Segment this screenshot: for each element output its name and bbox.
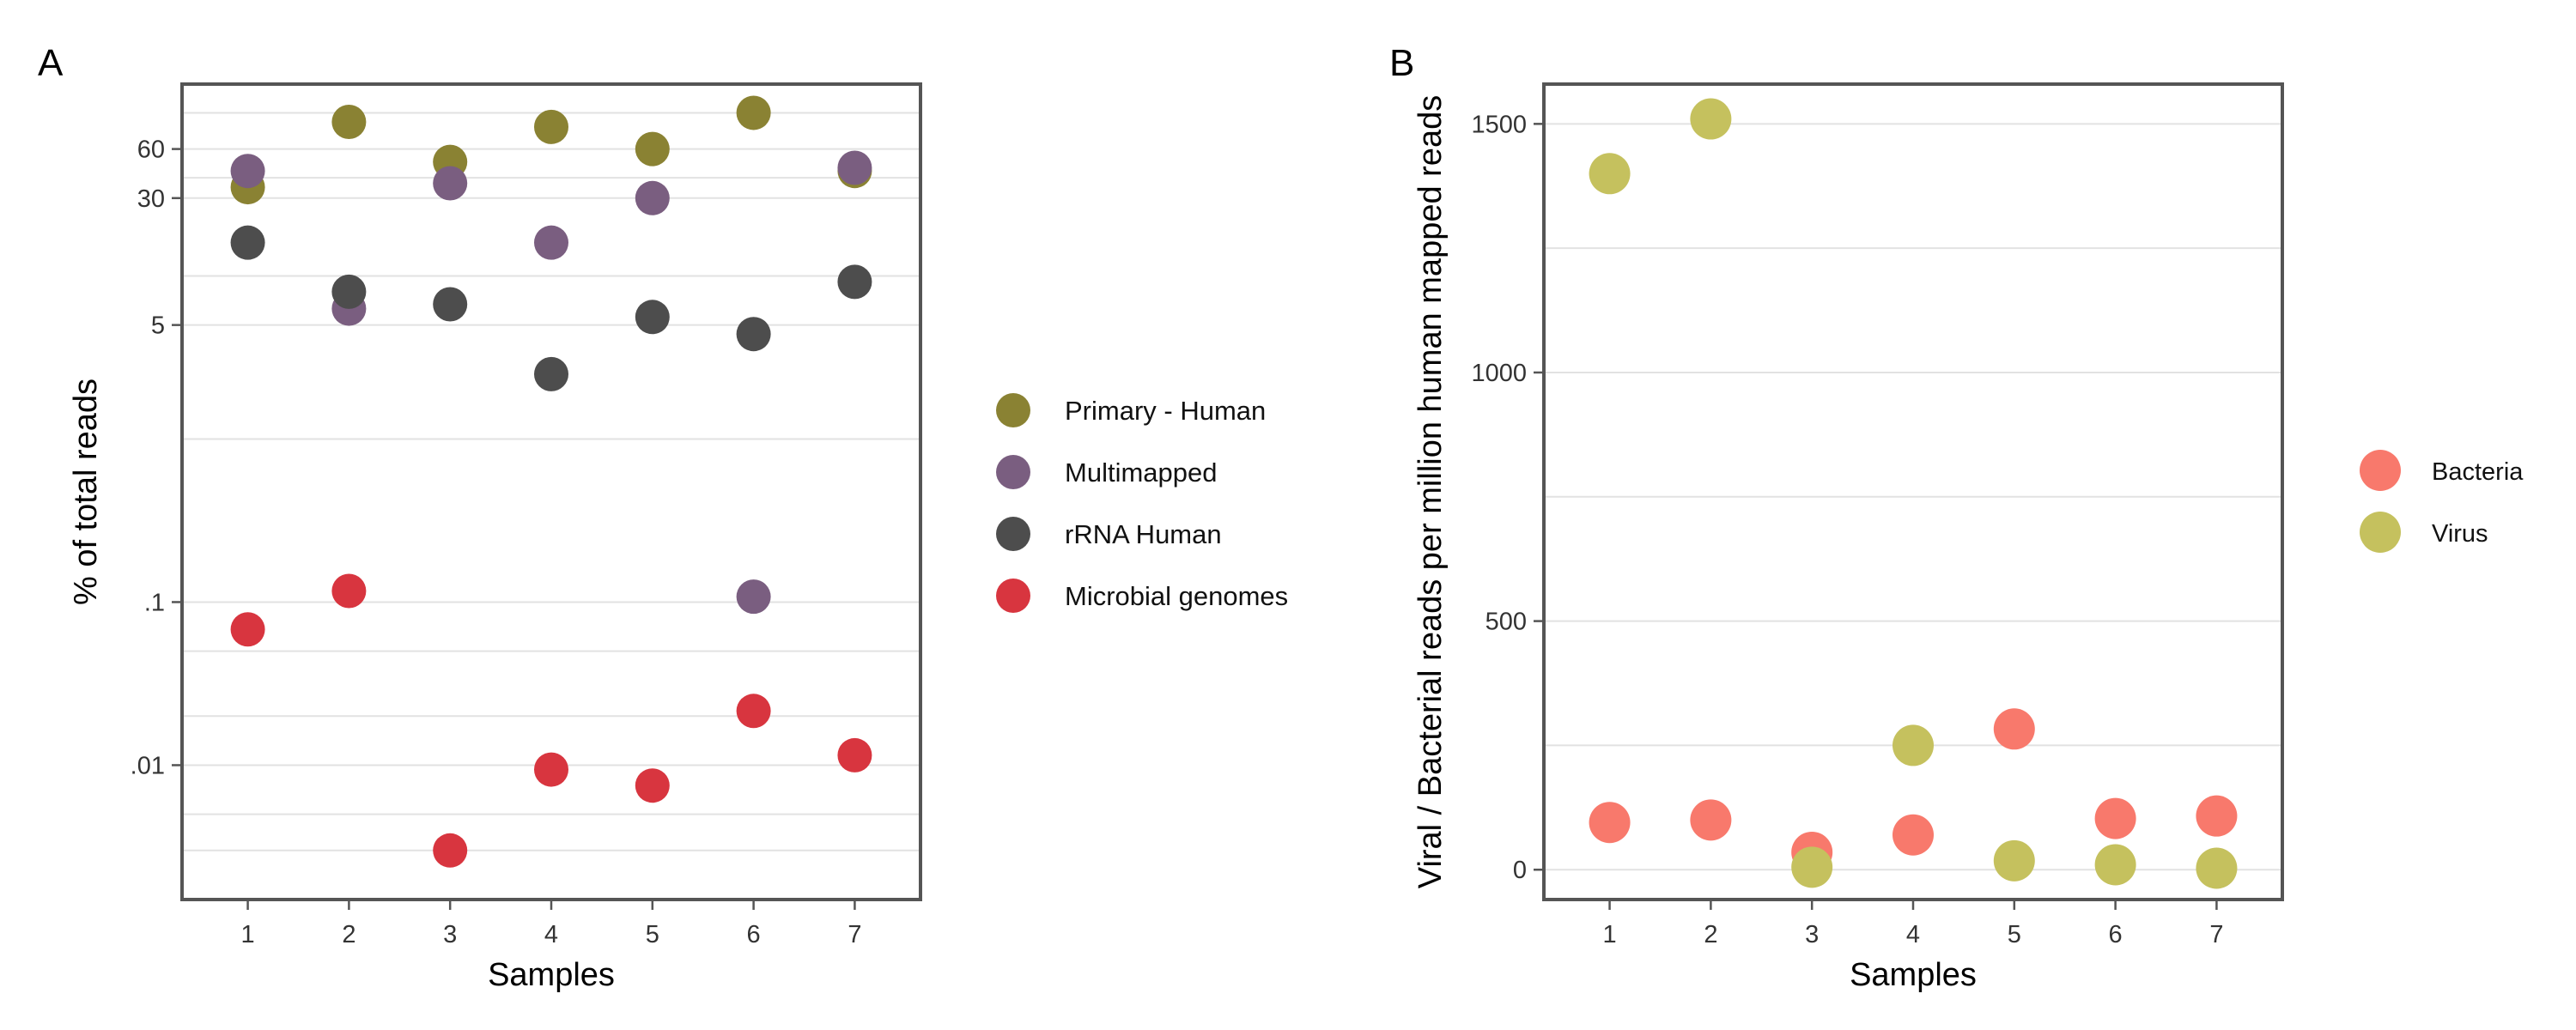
point-bacteria-sample-4 bbox=[1893, 814, 1934, 856]
legend-key-microbial-genomes bbox=[996, 579, 1030, 613]
legend-label: Multimapped bbox=[1065, 457, 1217, 488]
panel-a-y-title: % of total reads bbox=[68, 379, 104, 605]
panel-a-x-title: Samples bbox=[488, 957, 615, 993]
panel-b-gridlines bbox=[1544, 123, 2282, 871]
y-tick-label: 500 bbox=[1485, 609, 1527, 636]
point-rrna-human-sample-6 bbox=[736, 317, 771, 352]
legend-label: Bacteria bbox=[2432, 458, 2524, 486]
point-primary-human-sample-2 bbox=[331, 105, 367, 140]
panel-a-gridlines bbox=[182, 112, 920, 851]
legend-key-multimapped bbox=[996, 455, 1030, 489]
point-rrna-human-sample-3 bbox=[433, 287, 468, 322]
x-tick-label: 5 bbox=[646, 921, 659, 948]
point-multimapped-sample-7 bbox=[837, 150, 872, 185]
x-tick-label: 4 bbox=[544, 921, 558, 948]
y-tick-label: .1 bbox=[144, 589, 165, 616]
x-tick-label: 5 bbox=[2008, 921, 2021, 948]
point-microbial-genomes-sample-5 bbox=[635, 768, 670, 803]
point-microbial-genomes-sample-3 bbox=[433, 833, 468, 868]
legend-label: Primary - Human bbox=[1065, 396, 1266, 426]
legend-label: rRNA Human bbox=[1065, 519, 1222, 549]
panel-a-legend: Primary - Human Multimapped rRNA Human Micr… bbox=[996, 393, 1288, 613]
point-bacteria-sample-1 bbox=[1589, 802, 1631, 844]
x-tick-label: 7 bbox=[848, 921, 861, 948]
point-bacteria-sample-6 bbox=[2094, 797, 2136, 839]
point-virus-sample-1 bbox=[1589, 153, 1631, 195]
legend-key-primary-human bbox=[996, 393, 1030, 427]
point-primary-human-sample-4 bbox=[534, 109, 568, 144]
point-multimapped-sample-5 bbox=[635, 180, 670, 215]
point-bacteria-sample-5 bbox=[1993, 708, 2035, 750]
point-virus-sample-7 bbox=[2196, 847, 2238, 889]
point-virus-sample-3 bbox=[1791, 846, 1833, 888]
y-tick-label: 0 bbox=[1513, 857, 1527, 884]
point-multimapped-sample-1 bbox=[230, 154, 265, 189]
panel-a-x-ticks: 1 2 3 4 5 6 7 bbox=[241, 900, 861, 948]
x-tick-label: 6 bbox=[2109, 921, 2123, 948]
panel-b-legend: Bacteria Virus bbox=[2360, 450, 2524, 553]
point-multimapped-sample-6 bbox=[736, 579, 771, 615]
x-tick-label: 2 bbox=[1704, 921, 1717, 948]
point-rrna-human-sample-1 bbox=[230, 225, 265, 260]
legend-key-virus bbox=[2360, 512, 2401, 553]
x-tick-label: 4 bbox=[1906, 921, 1920, 948]
point-rrna-human-sample-2 bbox=[331, 274, 367, 309]
point-microbial-genomes-sample-6 bbox=[736, 694, 771, 729]
x-tick-label: 7 bbox=[2209, 921, 2223, 948]
panel-b-label: B bbox=[1389, 42, 1414, 84]
point-microbial-genomes-sample-4 bbox=[534, 752, 568, 787]
point-microbial-genomes-sample-2 bbox=[331, 573, 367, 609]
point-virus-sample-5 bbox=[1993, 839, 2035, 882]
point-bacteria-sample-7 bbox=[2196, 795, 2238, 837]
panel-a-points bbox=[230, 95, 872, 868]
point-virus-sample-6 bbox=[2094, 844, 2136, 886]
panel-b-frame bbox=[1542, 82, 2284, 901]
x-tick-label: 1 bbox=[1603, 921, 1617, 948]
y-tick-label: .01 bbox=[131, 752, 165, 779]
y-tick-label: 5 bbox=[151, 312, 165, 340]
point-rrna-human-sample-5 bbox=[635, 300, 670, 335]
panel-b-points bbox=[1589, 98, 2238, 889]
x-tick-label: 6 bbox=[747, 921, 761, 948]
point-microbial-genomes-sample-1 bbox=[230, 612, 265, 647]
x-tick-label: 2 bbox=[342, 921, 355, 948]
legend-label: Virus bbox=[2432, 520, 2488, 548]
legend-key-rrna-human bbox=[996, 517, 1030, 551]
y-tick-label: 1000 bbox=[1471, 360, 1527, 387]
panel-b-y-title: Viral / Bacterial reads per million huma… bbox=[1413, 95, 1449, 888]
panel-b-x-ticks: 1 2 3 4 5 6 7 bbox=[1603, 900, 2223, 948]
point-primary-human-sample-5 bbox=[635, 131, 670, 167]
panel-a-y-ticks: 60 30 5 .1 .01 bbox=[131, 136, 182, 779]
panel-b: 0 500 1000 1500 1 2 3 4 5 6 7 Samples Viral / Bac… bbox=[1413, 82, 2284, 993]
panel-b-x-title: Samples bbox=[1850, 957, 1977, 993]
point-virus-sample-2 bbox=[1690, 98, 1732, 140]
legend-key-bacteria bbox=[2360, 450, 2401, 491]
y-tick-label: 1500 bbox=[1471, 111, 1527, 138]
panel-a: 60 30 5 .1 .01 1 2 3 4 5 6 7 Samples % of total re… bbox=[68, 82, 922, 993]
point-virus-sample-4 bbox=[1893, 724, 1934, 766]
panel-a-label: A bbox=[38, 42, 64, 84]
point-bacteria-sample-2 bbox=[1690, 799, 1732, 841]
x-tick-label: 3 bbox=[1805, 921, 1819, 948]
legend-label: Microbial genomes bbox=[1065, 581, 1288, 611]
point-primary-human-sample-6 bbox=[736, 95, 771, 130]
point-rrna-human-sample-7 bbox=[837, 264, 872, 300]
point-microbial-genomes-sample-7 bbox=[837, 737, 872, 772]
y-tick-label: 60 bbox=[137, 136, 165, 164]
x-tick-label: 1 bbox=[241, 921, 255, 948]
y-tick-label: 30 bbox=[137, 185, 165, 213]
panel-b-y-ticks: 0 500 1000 1500 bbox=[1471, 111, 1544, 884]
point-multimapped-sample-3 bbox=[433, 166, 468, 201]
x-tick-label: 3 bbox=[443, 921, 457, 948]
point-multimapped-sample-4 bbox=[534, 225, 568, 260]
point-rrna-human-sample-4 bbox=[534, 356, 568, 391]
